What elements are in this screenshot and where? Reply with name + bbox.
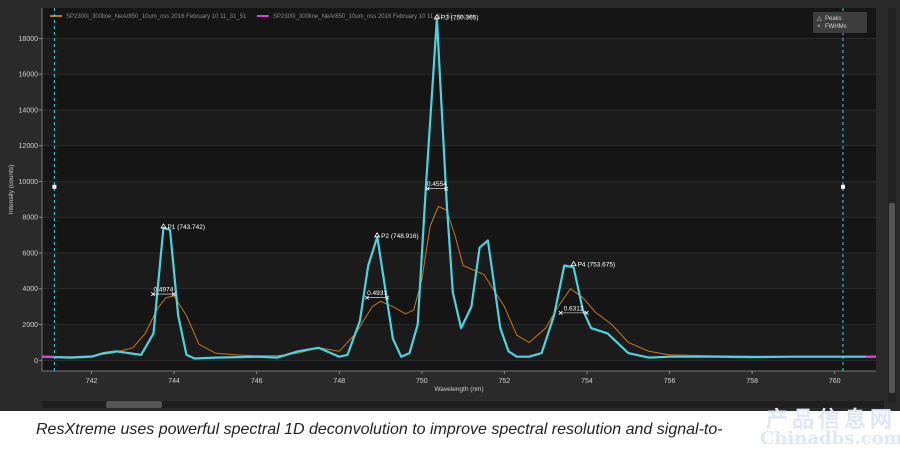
peak-marker — [373, 232, 381, 238]
fwhm-marker — [425, 186, 430, 191]
fwhm-marker — [444, 186, 449, 191]
y-tick-label: 2000 — [22, 322, 38, 329]
fwhm-marker — [558, 310, 563, 315]
peak-label: P1 (743.742) — [167, 224, 205, 231]
fwhm-marker — [171, 292, 176, 297]
fwhm-label: 0.4974 — [153, 287, 173, 294]
x-tick-label: 754 — [581, 378, 593, 385]
x-axis-label: Wavelength (nm) — [434, 386, 483, 393]
triangle-icon: △ — [817, 16, 822, 22]
y-tick-label: 18000 — [19, 36, 39, 43]
peak-label: P4 (753.675) — [578, 261, 616, 268]
legend-peaks: △ Peaks — [817, 16, 842, 22]
plot-band — [42, 252, 876, 289]
y-tick-label: 0 — [34, 358, 38, 365]
watermark-cn: 产品信息网 — [766, 407, 897, 433]
x-tick-label: 756 — [664, 378, 676, 385]
plot-band — [42, 109, 876, 146]
y-axis-label: Intensity (counts) — [8, 165, 15, 215]
series-line-raw — [42, 206, 876, 358]
horizontal-scrollbar-thumb[interactable] — [106, 401, 162, 408]
horizontal-scrollbar[interactable] — [42, 401, 884, 408]
cursor-handle — [52, 184, 57, 189]
y-tick-label: 16000 — [19, 72, 39, 79]
x-tick-label: 758 — [746, 378, 758, 385]
y-tick-label: 4000 — [22, 286, 38, 293]
x-tick-label: 744 — [168, 378, 180, 385]
peak-marker — [433, 13, 441, 20]
plot-band — [42, 38, 876, 75]
x-tick-label: 746 — [251, 378, 263, 385]
peak-label: P2 (748.916) — [381, 233, 419, 240]
fwhm-label: 0.6312 — [564, 305, 584, 312]
fwhm-marker — [385, 295, 390, 300]
vertical-scrollbar[interactable] — [888, 8, 896, 403]
marker-legend: △ Peaks × FWHMs — [813, 12, 867, 33]
y-tick-label: 8000 — [22, 215, 38, 222]
peak-marker — [160, 223, 167, 229]
x-tick-label: 750 — [416, 378, 428, 385]
chart-panel: 0 2000 4000 6000 8000 10000 12000 14000 16000 180… — [0, 0, 900, 411]
y-tick-label: 12000 — [19, 143, 39, 150]
watermark-en: Chinadbs.com — [760, 428, 900, 449]
peak-label: P3 (750.365) — [441, 15, 479, 22]
plot-band — [42, 181, 876, 218]
y-tick-label: 6000 — [22, 250, 38, 257]
x-tick-label: 742 — [86, 378, 98, 385]
x-tick-label: 760 — [829, 378, 841, 385]
legend-label: SP2300i_300line_NeAr850_10um_nss 2016 Fe… — [66, 14, 247, 20]
vertical-scrollbar-thumb[interactable] — [889, 203, 895, 393]
plot-band — [42, 324, 876, 361]
spectrum-chart[interactable]: 0 2000 4000 6000 8000 10000 12000 14000 16000 180… — [0, 0, 900, 411]
x-tick-label: 748 — [333, 378, 345, 385]
y-tick-label: 10000 — [19, 179, 39, 186]
fwhm-label: 0.4931 — [367, 290, 387, 297]
y-tick-label: 14000 — [19, 107, 39, 114]
fwhm-marker — [150, 292, 156, 297]
x-tick-label: 752 — [499, 378, 511, 385]
watermark-logo: 产品信息网 Chinadbs.com — [744, 402, 900, 451]
figure-caption: ResXtreme uses powerful spectral 1D deco… — [36, 421, 723, 438]
legend-label: SP2300i_300line_NeAr850_10um_nss 2016 Fe… — [273, 14, 476, 20]
fwhm-label: 0.4554 — [427, 181, 447, 188]
legend-fwhms: × FWHMs — [817, 24, 847, 30]
peak-marker — [570, 260, 577, 266]
fwhm-marker — [584, 310, 589, 315]
cross-icon: × — [817, 24, 821, 30]
series-line-deconv — [41, 17, 876, 360]
cursor-handle — [840, 184, 845, 189]
fwhm-marker — [364, 295, 370, 300]
